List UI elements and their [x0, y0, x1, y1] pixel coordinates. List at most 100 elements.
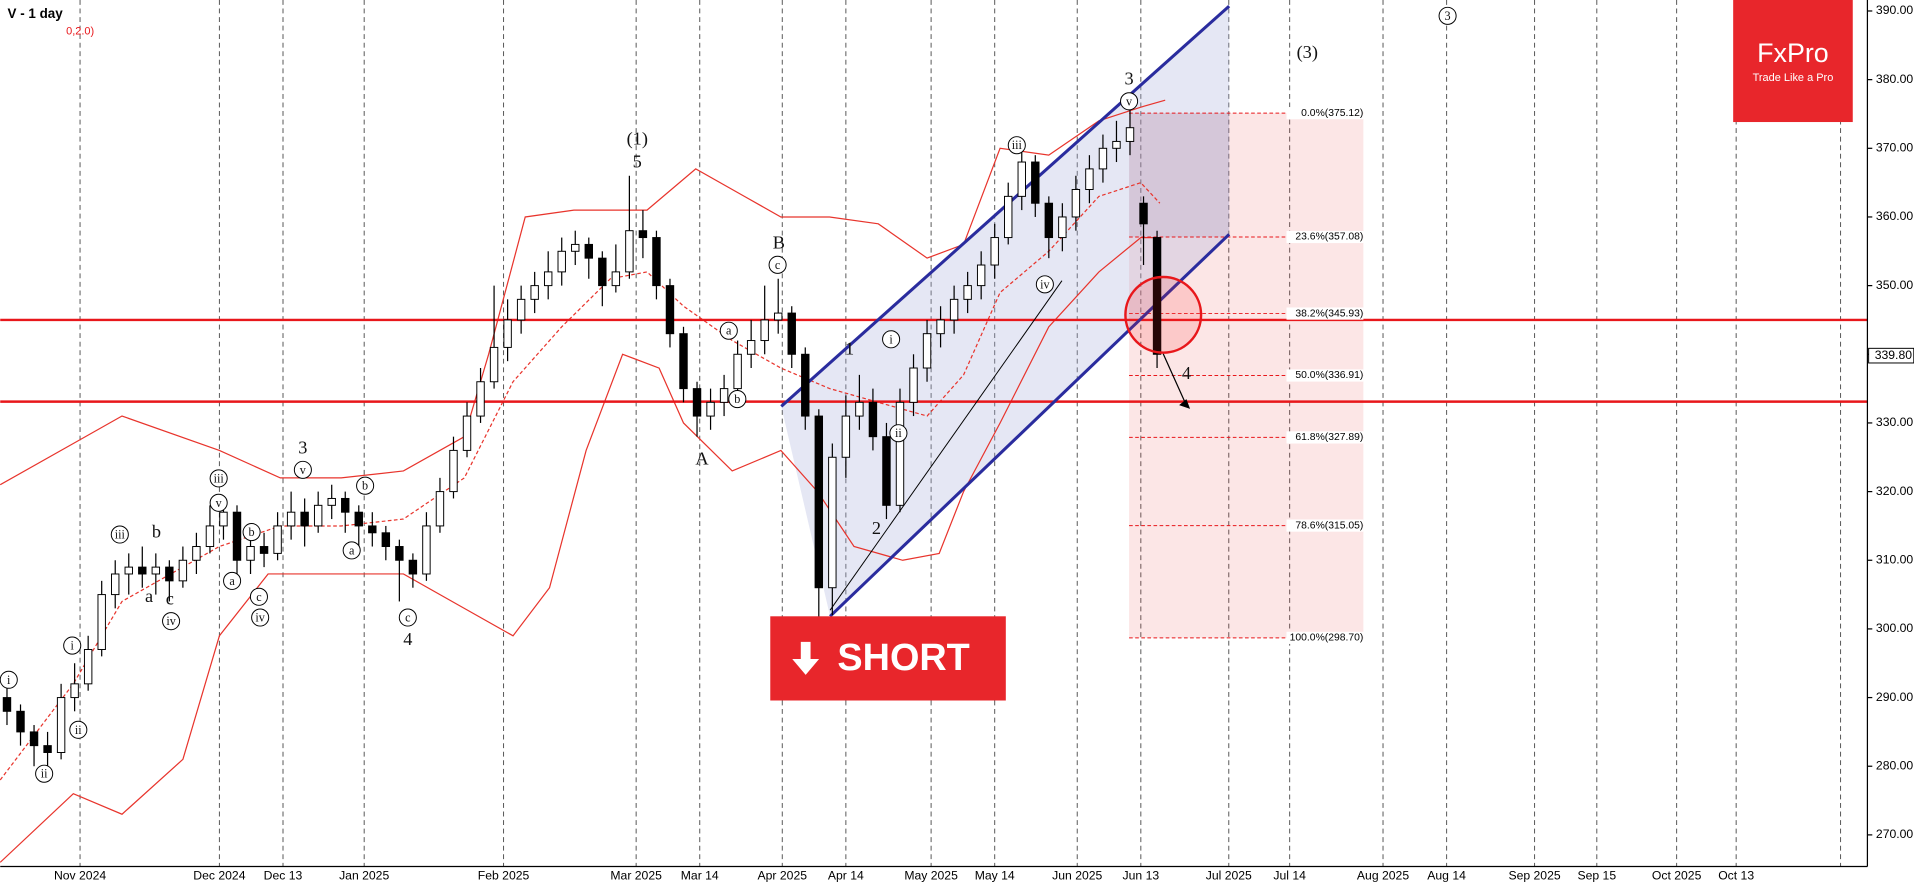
candle-body	[192, 546, 201, 561]
x-tick-label: Jul 14	[1273, 868, 1306, 882]
wave-label: c	[775, 258, 781, 272]
candle-body	[868, 401, 878, 438]
candle-body	[246, 546, 255, 561]
candle-body	[408, 559, 418, 575]
wave-label: 3	[1445, 9, 1451, 23]
candle-body	[56, 697, 66, 753]
candle-body	[543, 271, 553, 287]
wave-label: i	[7, 673, 11, 687]
fib-label: 23.6%(357.08)	[1295, 232, 1363, 243]
logo-brand: FxPro	[1757, 38, 1829, 68]
bollinger-band	[0, 181, 1161, 781]
x-tick-label: Mar 14	[681, 868, 719, 882]
fib-label: 61.8%(327.89)	[1295, 432, 1363, 443]
wave-label: i	[889, 332, 893, 346]
candle-body	[1098, 147, 1108, 170]
wave-label: iv	[1040, 277, 1050, 291]
wave-label: v	[216, 496, 223, 510]
wave-label: b	[362, 479, 368, 493]
wave-label: i	[71, 639, 75, 653]
candle-body	[449, 449, 458, 493]
x-tick-label: Jun 13	[1123, 868, 1160, 882]
wave-label: b	[152, 522, 161, 542]
x-tick-label: Sep 2025	[1508, 868, 1560, 882]
candle-body	[1017, 161, 1026, 197]
candle-body	[1058, 216, 1067, 239]
wave-label: 2	[872, 518, 881, 538]
y-axis-panel	[1867, 0, 1914, 886]
channel-lower	[829, 233, 1231, 618]
fib-label-bg	[1286, 307, 1364, 320]
candle-body	[774, 312, 783, 321]
fib-label-bg	[1286, 631, 1364, 644]
candle-body	[1004, 195, 1013, 239]
candle-body	[746, 340, 756, 355]
fib-label-bg	[1286, 369, 1364, 382]
candle-body	[313, 504, 323, 527]
y-tick-label: 380.00	[1876, 72, 1913, 86]
candle-body	[557, 250, 566, 273]
candle-body	[652, 237, 661, 287]
annotation-circle	[110, 525, 129, 544]
wave-label: a	[726, 324, 732, 338]
candle-body	[2, 697, 12, 712]
x-tick-label: May 2025	[904, 868, 958, 882]
candle-body	[205, 525, 215, 548]
candle-body	[530, 285, 539, 300]
wave-label: c	[405, 611, 411, 625]
y-tick-label: 310.00	[1876, 552, 1913, 566]
annotation-circle	[1120, 92, 1139, 111]
candle-body	[719, 388, 729, 403]
candle-body	[665, 285, 675, 335]
x-tick-label: Aug 2025	[1357, 868, 1409, 882]
annotation-circle	[293, 460, 312, 479]
indicator-label: 0,2.0)	[66, 26, 94, 38]
wave-label: 3	[298, 437, 307, 457]
x-tick-label: Aug 14	[1427, 868, 1466, 882]
candle-body	[638, 230, 648, 239]
wave-label: a	[349, 543, 355, 557]
wave-label: 4	[1182, 363, 1191, 383]
trend-line	[829, 280, 1063, 611]
candle-body	[273, 525, 282, 554]
wave-label: b	[249, 525, 255, 539]
x-tick-label: Sep 15	[1577, 868, 1616, 882]
fib-label-bg	[1286, 107, 1364, 120]
candle-body	[922, 333, 932, 369]
annotation-circle	[768, 255, 787, 274]
candle-body	[733, 353, 742, 390]
y-tick-label: 320.00	[1876, 484, 1913, 498]
annotation-circle	[162, 612, 181, 631]
fib-label-bg	[1286, 519, 1364, 532]
short-label: SHORT	[837, 637, 969, 679]
candle-body	[895, 401, 905, 506]
candle-body	[381, 532, 391, 548]
candle-body	[1085, 168, 1094, 190]
fib-label: 38.2%(345.93)	[1295, 308, 1363, 319]
candle-body	[1152, 237, 1162, 355]
candle-body	[882, 436, 891, 506]
x-tick-label: May 14	[975, 868, 1015, 882]
y-tick-label: 390.00	[1876, 3, 1913, 17]
annotation-circle	[242, 523, 261, 542]
y-tick-label: 370.00	[1876, 141, 1913, 155]
x-tick-label: Oct 13	[1718, 868, 1754, 882]
candle-body	[43, 745, 52, 753]
candle-body	[368, 525, 377, 534]
fib-label: 78.6%(315.05)	[1295, 520, 1363, 531]
annotation-circle	[398, 608, 417, 627]
annotation-circle	[249, 587, 268, 606]
wave-label: 1	[845, 338, 854, 358]
candle-body	[571, 243, 580, 252]
candle-body	[70, 683, 79, 699]
fib-label: 0.0%(375.12)	[1301, 108, 1363, 119]
candle-body	[462, 415, 472, 451]
short-badge: SHORT	[770, 616, 1006, 701]
wave-label: ii	[75, 723, 82, 737]
wave-label: ii	[895, 426, 902, 440]
candle-body	[801, 353, 810, 417]
candle-body	[855, 401, 864, 417]
annotation-circle	[0, 670, 18, 689]
wave-label: 3	[1124, 69, 1133, 89]
